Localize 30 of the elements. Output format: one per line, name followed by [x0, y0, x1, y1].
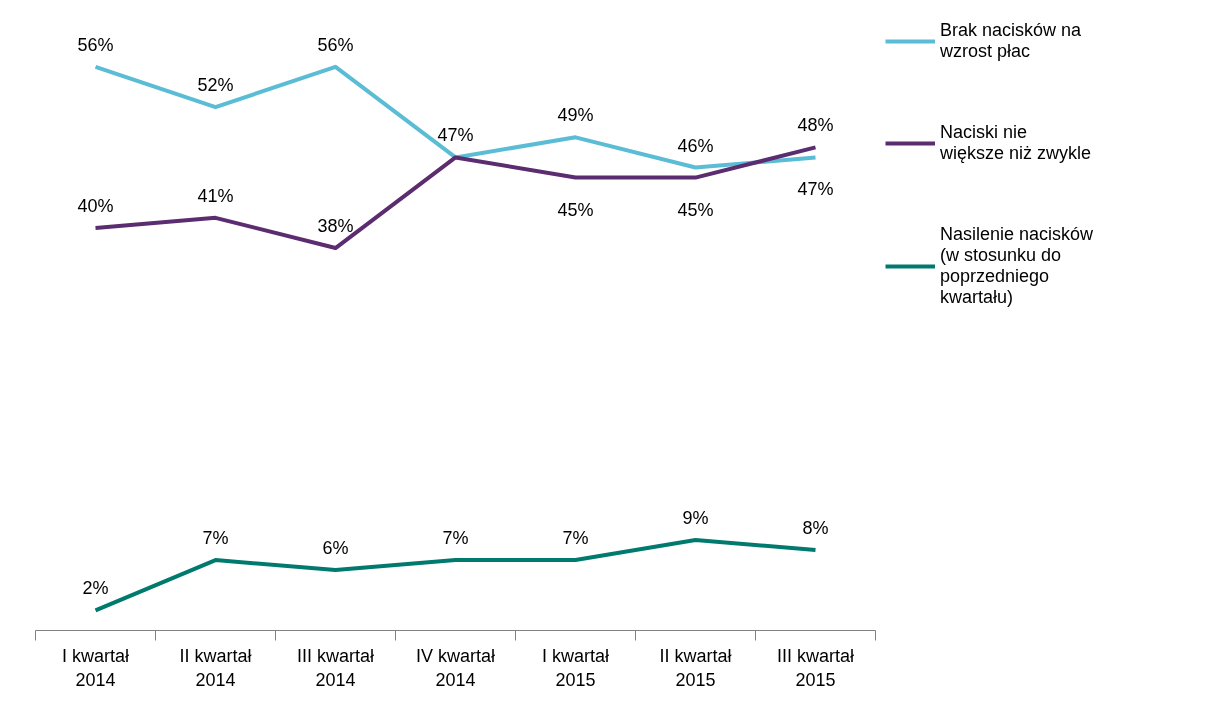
- data-label: 56%: [77, 34, 114, 55]
- data-label: 52%: [197, 75, 234, 96]
- x-tick-label: II kwartał 2014: [179, 645, 252, 690]
- data-label: 46%: [677, 135, 714, 156]
- data-label: 9%: [682, 507, 709, 528]
- data-label: 47%: [437, 125, 474, 146]
- data-label: 47%: [797, 179, 834, 200]
- data-label: 49%: [557, 105, 594, 126]
- x-tick-label: III kwartał 2014: [296, 645, 375, 690]
- legend-label: Naciski nie większe niż zwykle: [940, 122, 1092, 164]
- data-label: 40%: [77, 195, 114, 216]
- data-label: 41%: [197, 185, 234, 206]
- data-label: 2%: [82, 578, 109, 599]
- data-label: 38%: [317, 216, 354, 237]
- data-label: 45%: [557, 199, 594, 220]
- data-label: 45%: [677, 199, 714, 220]
- data-label: 7%: [442, 528, 469, 549]
- x-tick-label: III kwartał 2015: [776, 645, 855, 690]
- x-tick-label: I kwartał 2014: [61, 645, 130, 690]
- data-label: 7%: [202, 528, 229, 549]
- x-tick-label: IV kwartał 2014: [415, 645, 496, 690]
- x-tick-label: II kwartał 2015: [659, 645, 732, 690]
- data-label: 8%: [802, 517, 829, 538]
- data-label: 48%: [797, 115, 834, 136]
- data-label: 56%: [317, 34, 354, 55]
- data-label: 6%: [322, 538, 349, 559]
- data-label: 7%: [562, 528, 589, 549]
- legend-label: Nasilenie nacisków (w stosunku do poprzedniego kwartału): [940, 224, 1094, 308]
- x-tick-label: I kwartał 2015: [541, 645, 610, 690]
- legend-label: Brak nacisków na wzrost płac: [940, 20, 1082, 62]
